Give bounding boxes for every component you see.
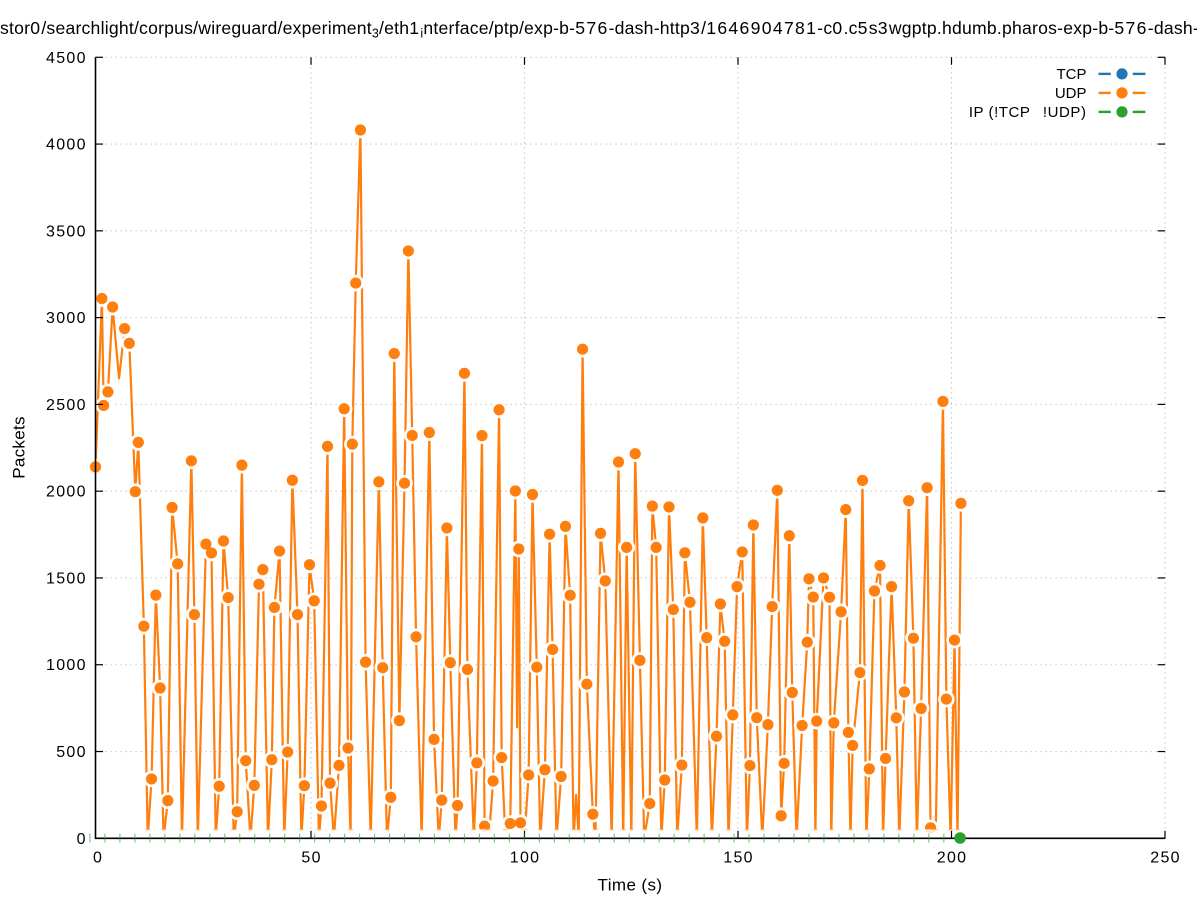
svg-text:2000: 2000 xyxy=(46,484,87,501)
svg-text:UDP: UDP xyxy=(1055,85,1087,102)
svg-text:100: 100 xyxy=(510,850,541,867)
svg-text:Packets: Packets xyxy=(10,416,29,479)
svg-text:250: 250 xyxy=(1150,850,1181,867)
svg-text:1000: 1000 xyxy=(46,657,87,674)
svg-text:IP (!TCP !UDP): IP (!TCP !UDP) xyxy=(969,104,1087,121)
svg-text:stor0/searchlight/corpus/wireg: stor0/searchlight/corpus/wireguard/exper… xyxy=(0,18,1197,41)
svg-text:4500: 4500 xyxy=(46,50,87,67)
svg-text:3000: 3000 xyxy=(46,310,87,327)
svg-text:Time (s): Time (s) xyxy=(598,876,663,895)
svg-text:150: 150 xyxy=(723,850,754,867)
svg-text:TCP: TCP xyxy=(1057,66,1087,83)
svg-text:1500: 1500 xyxy=(46,571,87,588)
svg-text:3500: 3500 xyxy=(46,223,87,240)
svg-text:2500: 2500 xyxy=(46,397,87,414)
svg-text:4000: 4000 xyxy=(46,137,87,154)
svg-text:0: 0 xyxy=(77,831,87,848)
svg-text:0: 0 xyxy=(93,850,103,867)
svg-text:200: 200 xyxy=(937,850,968,867)
svg-text:50: 50 xyxy=(301,850,321,867)
svg-text:500: 500 xyxy=(56,744,87,761)
